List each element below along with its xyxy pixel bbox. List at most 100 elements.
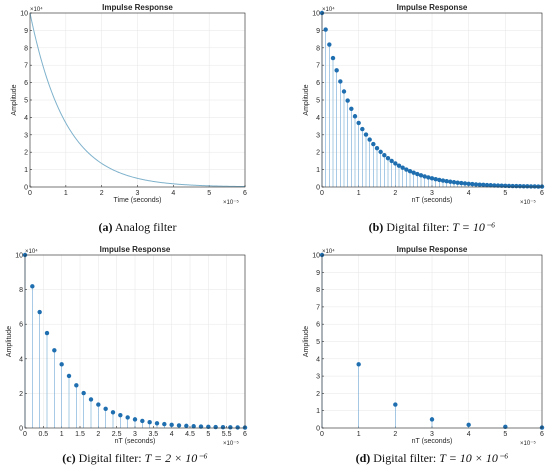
x-tick-label: 0.5 [38,431,48,438]
chart-panel-b: 0 1 2 3 4 5 6 0 1 2 3 4 5 6 7 8 9 10 Impulse Response ×10⁴ ×… [303,3,545,234]
stem-point [169,422,174,428]
caption-label: (b) [369,220,384,234]
x-exponent-label: ×10⁻⁵ [520,199,536,206]
stem-point [532,184,537,189]
caption: (d) Digital filter: T = 10 × 10⁻⁶ [356,451,509,465]
stem-point [400,165,405,170]
y-tick-label: 0 [316,185,320,192]
y-tick-label: 6 [316,80,320,87]
y-tick-label: 4 [316,115,320,122]
caption-text: Analog filter [113,220,177,234]
stem-point [59,362,64,367]
y-tick-label: 10 [312,253,320,260]
x-tick-label: 0 [320,431,324,438]
stem-point [338,79,343,84]
y-tick-label: 7 [316,304,320,311]
stem-point [429,417,435,422]
stem-point [492,183,497,188]
stem-point [360,126,365,132]
stem-point [470,181,475,187]
stem-point [407,169,413,174]
stem-point [198,424,204,429]
y-tick-label: 10 [20,11,28,18]
y-axis-label: Amplitude [6,326,13,357]
y-exponent-label: ×10⁴ [322,6,335,13]
stem-point [488,183,493,188]
x-tick-label: 1 [64,190,68,197]
caption-label: (a) [99,220,113,234]
stem-point [81,390,86,396]
y-tick-label: 8 [24,45,28,52]
y-tick-label: 0 [316,426,320,433]
stem-point [349,106,354,112]
y-tick-label: 2 [316,150,320,157]
stem-point [378,149,383,155]
stem-point [323,27,328,32]
x-tick-label: 4 [467,431,471,438]
stem-point [426,175,431,180]
x-tick-label: 5.5 [222,431,232,438]
stem-point [393,161,398,166]
caption: (b) Digital filter: T = 10⁻⁶ [369,220,496,234]
stem-point [382,153,387,158]
x-tick-label: 5 [503,431,507,438]
stem-point [404,167,409,172]
stem-point [440,178,446,183]
x-tick-label: 2 [393,190,397,197]
stem-point [437,177,442,183]
x-exponent-label: ×10⁻⁵ [223,199,239,206]
stem-point [184,423,189,429]
stem-point [132,417,138,422]
y-exponent-label: ×10⁴ [30,6,43,13]
series-line [29,12,246,188]
y-tick-label: 4 [316,356,320,363]
y-axis-label: Amplitude [303,84,310,115]
stem-point [411,170,416,175]
x-tick-label: 0 [23,431,27,438]
y-tick-label: 1 [24,167,28,174]
y-tick-label: 10 [15,253,23,260]
y-tick-label: 9 [24,28,28,35]
chart-title: Impulse Response [397,245,468,254]
stem-point [356,120,361,126]
stem-point [484,182,490,188]
x-tick-label: 2 [100,190,104,197]
stem-point [330,55,336,61]
x-axis-label: nT (seconds) [115,438,156,445]
caption-formula: T = 10 × 10⁻⁶ [439,451,508,465]
y-tick-label: 1 [316,408,320,415]
x-tick-label: 6 [540,431,544,438]
y-axis-label: Amplitude [11,84,18,115]
x-tick-label: 5 [207,190,211,197]
x-tick-label: 4 [467,190,471,197]
x-tick-label: 1.5 [75,431,85,438]
x-tick-label: 2 [393,431,397,438]
stem-point [466,422,471,428]
stem-point [140,418,145,424]
stem-point [433,176,438,182]
stem-point [162,421,167,427]
stem-point [66,373,72,379]
y-axis-label: Amplitude [303,326,310,357]
stem-point [206,424,211,430]
stem-point [521,184,526,189]
caption-formula: T = 2 × 10⁻⁶ [145,451,208,465]
plot-frame [321,254,543,429]
y-tick-label: 1 [316,167,320,174]
x-tick-label: 1 [357,190,361,197]
caption-label: (d) [356,451,371,465]
stem-point [118,412,123,418]
stem-point [481,182,486,188]
y-tick-label: 7 [24,63,28,70]
x-tick-label: 2 [96,431,100,438]
x-tick-label: 3 [430,431,434,438]
x-tick-label: 3.5 [148,431,158,438]
y-tick-label: 4 [24,115,28,122]
caption-text: Digital filter: [383,220,452,234]
stem-point [525,184,530,189]
chart-panel-c: 0 0.5 1 1.5 2 2.5 3 3.5 4 4.5 5 5.5 6 0 2 4 6 8 10 Impulse … [6,245,248,465]
stem-point [367,137,372,142]
stem-point [418,173,424,178]
stem-point [220,425,226,430]
stem-point [415,171,420,177]
